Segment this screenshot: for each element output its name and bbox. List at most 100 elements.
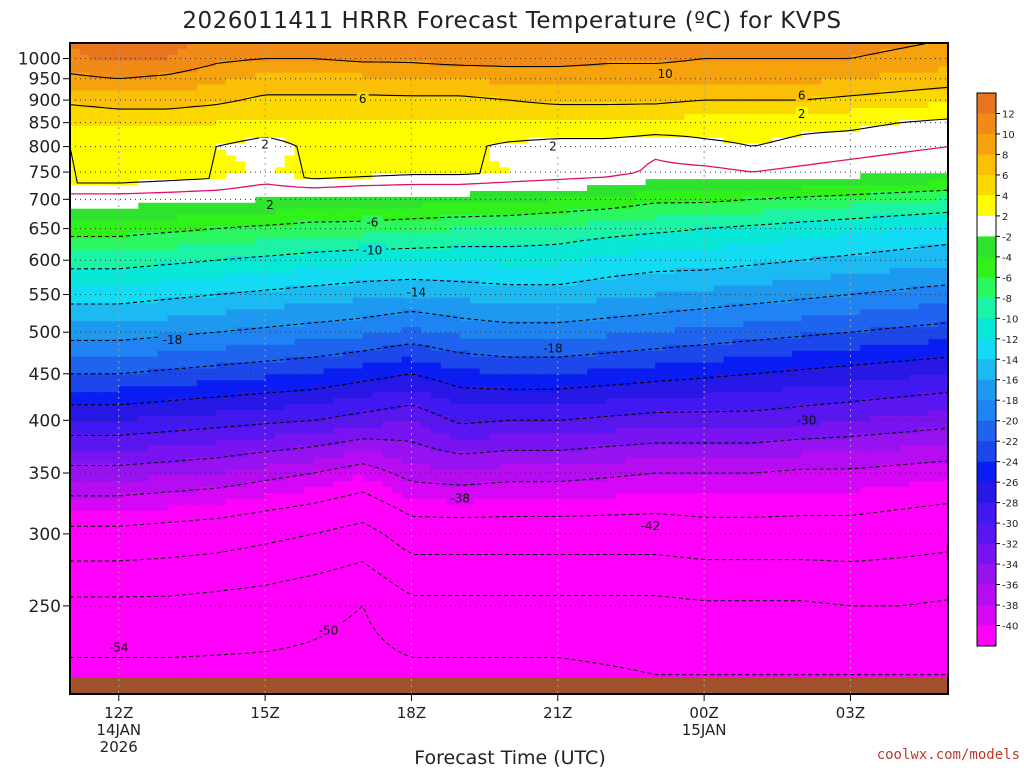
heatmap-cell <box>460 569 471 577</box>
heatmap-cell <box>70 528 81 535</box>
heatmap-cell <box>489 451 500 458</box>
heatmap-cell <box>226 528 237 535</box>
heatmap-cell <box>118 398 130 405</box>
heatmap-cell <box>118 149 130 157</box>
heatmap-cell <box>382 587 393 594</box>
heatmap-cell <box>421 593 432 600</box>
heatmap-cell <box>284 267 295 275</box>
heatmap-cell <box>216 617 227 624</box>
heatmap-cell <box>138 338 149 346</box>
heatmap-cell <box>148 628 159 636</box>
heatmap-cell <box>469 469 481 476</box>
heatmap-cell <box>323 392 334 399</box>
heatmap-cell <box>245 196 256 204</box>
heatmap-cell <box>421 90 432 97</box>
heatmap-cell <box>323 273 334 281</box>
heatmap-cell <box>216 279 227 287</box>
heatmap-cell <box>323 504 334 512</box>
heatmap-cell <box>196 143 208 151</box>
heatmap-cell <box>421 557 432 565</box>
heatmap-cell <box>440 427 452 435</box>
heatmap-cell <box>118 119 130 127</box>
heatmap-cell <box>499 208 510 216</box>
heatmap-cell <box>489 108 500 115</box>
heatmap-cell <box>226 374 237 381</box>
heatmap-cell <box>362 368 374 376</box>
heatmap-cell <box>118 404 130 411</box>
heatmap-cell <box>99 398 110 405</box>
heatmap-cell <box>382 439 393 447</box>
heatmap-cell <box>440 640 452 648</box>
heatmap-cell <box>362 439 374 447</box>
heatmap-cell <box>109 238 120 245</box>
heatmap-cell <box>216 534 227 541</box>
heatmap-cell <box>109 374 120 381</box>
heatmap-cell <box>255 557 266 565</box>
heatmap-cell <box>157 267 169 275</box>
heatmap-cell <box>411 315 422 322</box>
heatmap-cell <box>391 557 403 565</box>
heatmap-cell <box>313 433 325 441</box>
heatmap-cell <box>294 232 305 239</box>
heatmap-cell <box>167 143 178 151</box>
heatmap-cell <box>343 96 354 103</box>
heatmap-cell <box>440 267 452 275</box>
heatmap-cell <box>479 344 491 352</box>
heatmap-cell <box>216 185 227 192</box>
heatmap-cell <box>430 492 442 500</box>
heatmap-cell <box>167 646 178 654</box>
heatmap-cell <box>382 480 393 488</box>
heatmap-cell <box>245 546 256 553</box>
heatmap-cell <box>304 267 315 275</box>
heatmap-cell <box>313 291 325 299</box>
heatmap-cell <box>245 220 256 228</box>
heatmap-cell <box>167 96 178 103</box>
heatmap-cell <box>313 119 325 127</box>
heatmap-cell <box>167 190 178 198</box>
heatmap-cell <box>138 569 149 577</box>
heatmap-cell <box>372 43 383 50</box>
heatmap-cell <box>274 658 286 666</box>
heatmap-cell <box>323 338 334 346</box>
heatmap-cell <box>294 528 305 535</box>
heatmap-cell <box>391 90 403 97</box>
heatmap-cell <box>421 563 432 571</box>
heatmap-cell <box>196 640 208 648</box>
heatmap-cell <box>245 214 256 222</box>
heatmap-cell <box>333 303 344 310</box>
heatmap-cell <box>196 605 208 612</box>
heatmap-cell <box>499 433 510 441</box>
heatmap-cell <box>216 516 227 523</box>
heatmap-cell <box>216 267 227 275</box>
heatmap-cell <box>245 510 256 518</box>
heatmap-cell <box>430 575 442 583</box>
heatmap-cell <box>265 232 276 239</box>
heatmap-cell <box>138 670 149 677</box>
heatmap-cell <box>469 114 481 121</box>
heatmap-cell <box>265 297 276 304</box>
heatmap-cell <box>157 137 169 145</box>
heatmap-cell <box>313 356 325 364</box>
heatmap-cell <box>284 646 295 654</box>
heatmap-cell <box>421 356 432 364</box>
heatmap-cell <box>284 534 295 541</box>
heatmap-cell <box>499 196 510 204</box>
heatmap-cell <box>450 534 461 541</box>
heatmap-cell <box>479 451 491 458</box>
heatmap-cell <box>109 90 120 97</box>
heatmap-cell <box>421 569 432 577</box>
heatmap-cell <box>294 516 305 523</box>
heatmap-cell <box>352 155 364 162</box>
heatmap-cell <box>343 640 354 648</box>
heatmap-cell <box>255 327 266 334</box>
heatmap-cell <box>294 344 305 352</box>
heatmap-cell <box>411 599 422 606</box>
heatmap-cell <box>333 90 344 97</box>
heatmap-cell <box>187 451 198 458</box>
heatmap-cell <box>313 563 325 571</box>
heatmap-cell <box>284 190 295 198</box>
heatmap-cell <box>89 250 100 257</box>
heatmap-cell <box>479 185 491 192</box>
heatmap-cell <box>391 374 403 381</box>
heatmap-cell <box>362 617 374 624</box>
